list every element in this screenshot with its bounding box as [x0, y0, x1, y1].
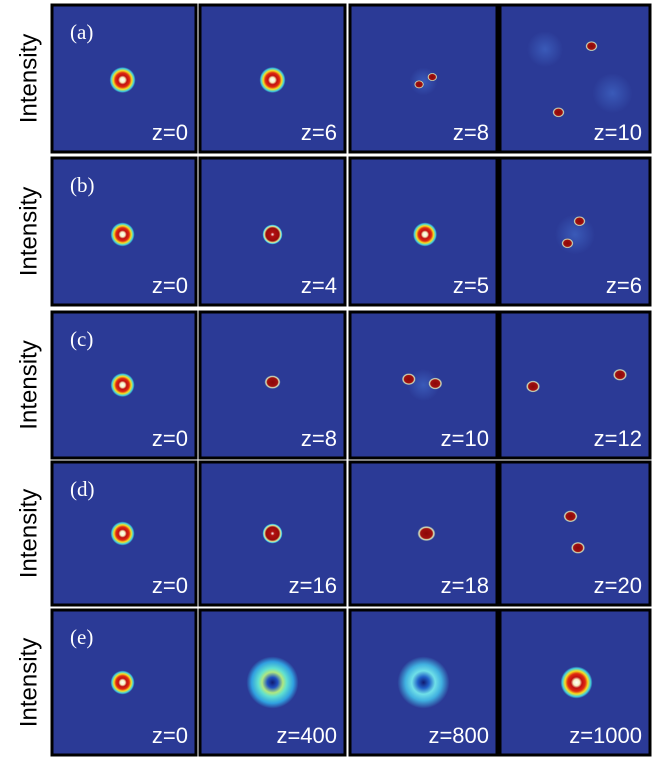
panel: z=400: [198, 608, 347, 757]
panel: z=6: [198, 3, 347, 154]
z-label: z=4: [301, 273, 337, 298]
z-label: z=6: [301, 120, 337, 145]
panel-label: (e): [70, 625, 93, 649]
panel: z=18: [348, 460, 499, 607]
z-label: z=400: [276, 723, 337, 748]
intensity-spot: [259, 66, 286, 93]
z-label: z=18: [441, 573, 489, 598]
intensity-spot: [560, 666, 593, 699]
intensity-spot: [401, 373, 416, 386]
panel: z=4: [198, 156, 347, 307]
panel: (a) z=0: [50, 3, 198, 154]
intensity-spot: [552, 107, 565, 118]
panel-label: (d): [70, 477, 95, 501]
z-label: z=10: [441, 426, 489, 451]
z-label: z=8: [453, 120, 489, 145]
panel-label: (b): [70, 173, 95, 197]
intensity-spot: [110, 521, 135, 546]
panel: z=20: [498, 460, 652, 607]
panel: z=1000: [498, 608, 652, 757]
panel-background: [498, 310, 652, 460]
intensity-spot: [585, 41, 598, 52]
intensity-spot: [428, 377, 443, 390]
intensity-spot: [561, 238, 574, 249]
panel-background: [498, 156, 652, 307]
intensity-spot: [417, 525, 436, 542]
panel: (b) z=0: [50, 156, 198, 307]
z-label: z=0: [152, 273, 188, 298]
intensity-spot: [412, 222, 437, 247]
intensity-spot: [109, 66, 136, 93]
y-axis-label: Intensity: [15, 638, 42, 727]
intensity-spot: [110, 670, 135, 695]
y-axis-label: Intensity: [15, 187, 42, 276]
panel: z=8: [348, 3, 499, 154]
panel-label: (a): [70, 20, 93, 44]
z-label: z=10: [594, 120, 642, 145]
intensity-spot: [414, 80, 425, 89]
panel: z=800: [348, 608, 499, 757]
z-label: z=0: [152, 723, 188, 748]
intensity-spot: [427, 72, 438, 82]
intensity-spot: [613, 368, 627, 381]
panel-label: (c): [70, 327, 93, 351]
panel: z=12: [498, 310, 652, 460]
z-label: z=20: [594, 573, 642, 598]
intensity-spot: [246, 656, 299, 709]
intensity-spot: [407, 369, 440, 401]
panel: z=10: [498, 3, 652, 154]
panel: z=10: [348, 310, 499, 460]
panel: (c) z=0: [50, 310, 198, 460]
intensity-spot: [573, 216, 586, 227]
z-label: z=0: [152, 426, 188, 451]
intensity-spot: [110, 373, 135, 397]
intensity-spot: [571, 541, 585, 554]
intensity-spot: [409, 67, 438, 96]
z-label: z=0: [152, 120, 188, 145]
z-label: z=0: [152, 573, 188, 598]
intensity-spot: [526, 380, 540, 393]
intensity-spot: [110, 222, 135, 247]
z-label: z=1000: [569, 723, 642, 748]
z-label: z=12: [594, 426, 642, 451]
intensity-spot: [563, 510, 578, 523]
intensity-spot: [262, 523, 283, 544]
y-axis-label: Intensity: [15, 34, 42, 123]
panel: (d) z=0: [50, 460, 198, 607]
panel: z=8: [198, 310, 347, 460]
intensity-spot: [592, 73, 633, 114]
z-label: z=8: [301, 426, 337, 451]
panel-background: [498, 460, 652, 607]
panel: z=6: [498, 156, 652, 307]
panel: (e) z=0: [50, 608, 198, 757]
panel: z=5: [348, 156, 499, 307]
z-label: z=5: [453, 273, 489, 298]
z-label: z=800: [428, 723, 489, 748]
intensity-spot: [527, 31, 563, 68]
panel: z=16: [198, 460, 347, 607]
intensity-spot: [262, 224, 283, 245]
z-label: z=6: [606, 273, 642, 298]
y-axis-label: Intensity: [15, 340, 42, 429]
y-axis-label: Intensity: [15, 489, 42, 578]
intensity-spot: [397, 656, 450, 709]
panel-background: [50, 608, 198, 757]
z-label: z=16: [289, 573, 337, 598]
intensity-spot: [264, 375, 281, 389]
